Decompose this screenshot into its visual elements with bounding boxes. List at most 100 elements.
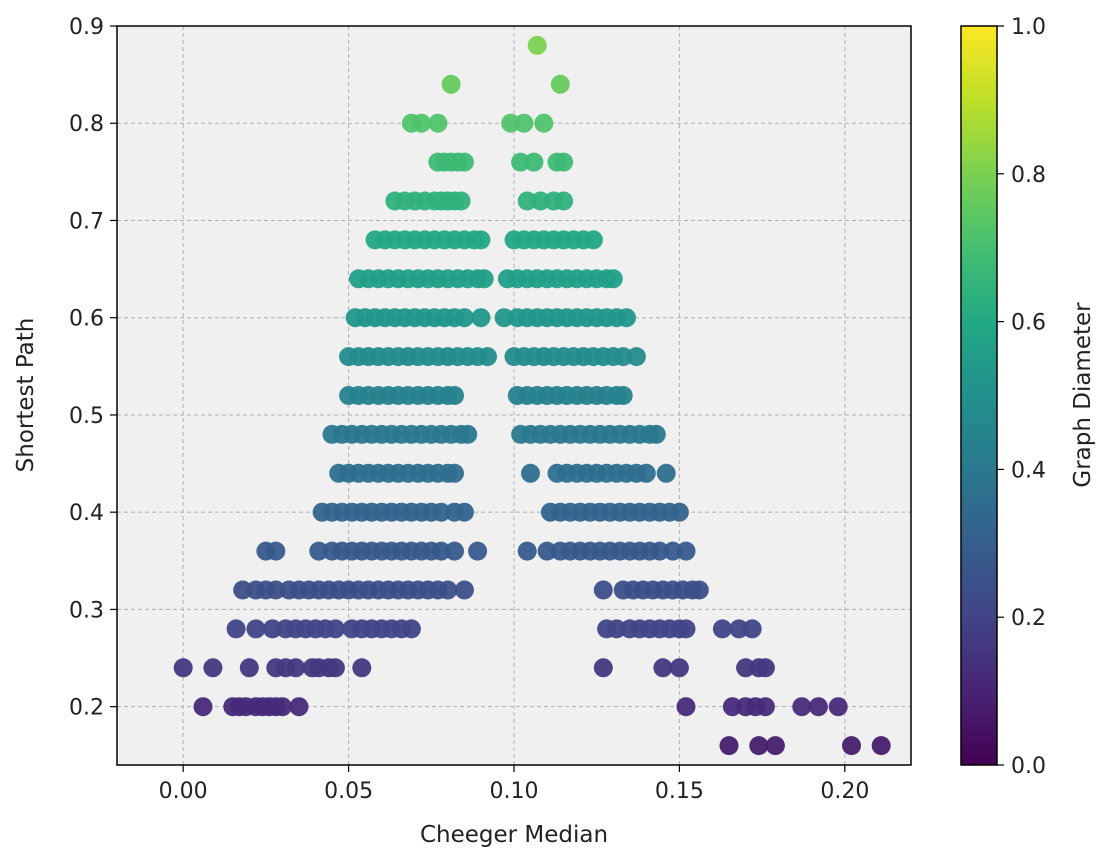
y-tick-label: 0.6 xyxy=(69,307,104,332)
x-tick-label: 0.05 xyxy=(324,779,373,804)
data-point xyxy=(478,347,497,367)
x-axis-ticks: 0.00 0.05 0.10 0.15 0.20 xyxy=(159,765,869,804)
data-point xyxy=(755,697,775,717)
data-point xyxy=(441,74,461,94)
data-point xyxy=(871,736,891,756)
y-axis-label: Shortest Path xyxy=(13,318,39,473)
data-point xyxy=(468,541,488,561)
data-point xyxy=(501,113,521,133)
colorbar-tick-label: 0.6 xyxy=(1011,311,1046,336)
data-point xyxy=(524,152,544,172)
data-point xyxy=(676,541,696,561)
data-point xyxy=(676,697,696,717)
data-point xyxy=(517,191,537,211)
data-point xyxy=(689,580,709,600)
data-point xyxy=(669,658,689,678)
data-point xyxy=(742,619,762,639)
data-point xyxy=(722,697,742,717)
data-point xyxy=(650,541,670,561)
data-point xyxy=(669,502,689,522)
data-point xyxy=(494,308,514,328)
data-point xyxy=(438,580,458,600)
data-point xyxy=(226,619,246,639)
data-point xyxy=(593,580,613,600)
data-point xyxy=(239,658,259,678)
data-point xyxy=(656,463,676,483)
data-point xyxy=(431,541,451,561)
data-point xyxy=(531,191,550,211)
data-point xyxy=(828,697,848,717)
data-point xyxy=(593,658,613,678)
data-point xyxy=(534,113,554,133)
data-point xyxy=(325,658,345,678)
data-point xyxy=(266,580,286,600)
colorbar xyxy=(960,25,998,766)
data-point xyxy=(514,113,534,133)
x-tick-label: 0.00 xyxy=(159,779,208,804)
data-point xyxy=(428,113,448,133)
data-point xyxy=(431,502,451,522)
data-point xyxy=(309,541,329,561)
data-point xyxy=(286,658,306,678)
y-tick-label: 0.7 xyxy=(69,209,104,234)
colorbar-tick-label: 0.4 xyxy=(1011,458,1046,483)
data-point xyxy=(352,658,372,678)
data-point xyxy=(471,308,491,328)
data-point xyxy=(554,152,574,172)
x-tick-label: 0.20 xyxy=(820,779,869,804)
data-point xyxy=(454,152,474,172)
data-point xyxy=(792,697,812,717)
y-tick-label: 0.4 xyxy=(69,501,104,526)
data-point xyxy=(808,697,828,717)
y-tick-label: 0.9 xyxy=(69,15,104,40)
data-point xyxy=(729,619,749,639)
data-point xyxy=(521,463,540,483)
data-point xyxy=(517,541,537,561)
colorbar-tick-label: 0.0 xyxy=(1011,754,1046,779)
y-tick-label: 0.3 xyxy=(69,598,104,623)
data-point xyxy=(736,658,756,678)
x-axis-label: Cheeger Median xyxy=(420,822,608,848)
data-point xyxy=(511,152,531,172)
data-point xyxy=(445,541,464,561)
data-point xyxy=(266,541,286,561)
data-point xyxy=(537,541,557,561)
data-point xyxy=(233,580,253,600)
data-point xyxy=(173,658,193,678)
data-point xyxy=(550,74,570,94)
data-point xyxy=(401,619,421,639)
data-point xyxy=(653,658,673,678)
colorbar-ticks: 0.0 0.2 0.4 0.6 0.8 1.0 xyxy=(997,15,1046,779)
x-tick-label: 0.15 xyxy=(655,779,704,804)
data-point xyxy=(325,619,345,639)
data-point xyxy=(676,619,696,639)
x-tick-label: 0.10 xyxy=(490,779,539,804)
colorbar-label: Graph Diameter xyxy=(1070,302,1096,488)
data-point xyxy=(474,269,494,289)
y-tick-label: 0.8 xyxy=(69,112,104,137)
data-point xyxy=(607,619,627,639)
data-point xyxy=(749,736,769,756)
data-point xyxy=(603,269,623,289)
data-point xyxy=(458,424,478,444)
data-point xyxy=(246,619,266,639)
data-point xyxy=(719,736,739,756)
data-point xyxy=(626,347,646,367)
data-point xyxy=(646,424,666,444)
y-tick-label: 0.2 xyxy=(69,696,104,721)
data-point xyxy=(663,541,683,561)
data-points xyxy=(173,35,891,756)
data-point xyxy=(445,386,464,405)
data-point xyxy=(193,697,213,717)
data-point xyxy=(289,697,309,717)
data-point xyxy=(613,386,633,405)
data-point xyxy=(765,736,785,756)
data-point xyxy=(454,580,474,600)
colorbar-tick-label: 0.2 xyxy=(1011,606,1046,631)
data-point xyxy=(755,658,775,678)
data-point xyxy=(451,191,471,211)
y-tick-label: 0.5 xyxy=(69,404,104,429)
data-point xyxy=(203,658,223,678)
data-point xyxy=(471,230,491,250)
